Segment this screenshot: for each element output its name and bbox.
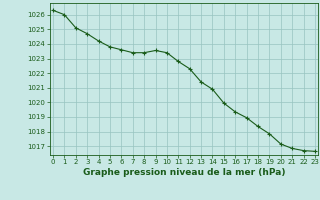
X-axis label: Graphe pression niveau de la mer (hPa): Graphe pression niveau de la mer (hPa)	[83, 168, 285, 177]
